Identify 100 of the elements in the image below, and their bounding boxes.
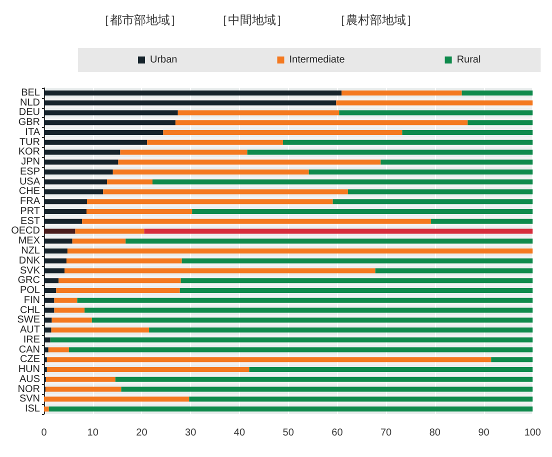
bar bbox=[44, 248, 68, 254]
x-tick-label: 100 bbox=[524, 428, 542, 438]
bar bbox=[46, 367, 250, 372]
bar bbox=[44, 160, 118, 165]
bar bbox=[44, 208, 87, 214]
y-tick-label: DNK bbox=[18, 255, 40, 266]
y-tick-label: EST bbox=[20, 216, 40, 227]
bar bbox=[44, 258, 66, 264]
bar bbox=[348, 189, 533, 194]
legend-label: Intermediate bbox=[289, 54, 346, 66]
y-tick-label: NOR bbox=[18, 384, 40, 395]
x-tick-label: 10 bbox=[87, 428, 99, 438]
bar bbox=[44, 189, 104, 194]
bar bbox=[44, 179, 108, 184]
legend-label: Urban bbox=[150, 54, 178, 66]
bar bbox=[163, 130, 402, 135]
bar bbox=[44, 140, 148, 145]
y-tick-label: SVN bbox=[19, 394, 40, 405]
bar bbox=[247, 150, 533, 155]
bar bbox=[66, 258, 182, 264]
bar bbox=[342, 90, 462, 96]
bar bbox=[178, 110, 340, 116]
bar bbox=[44, 367, 47, 372]
bar bbox=[44, 90, 342, 96]
y-tick-label: FIN bbox=[24, 294, 40, 306]
y-tick-label: MEX bbox=[18, 236, 40, 247]
x-tick-label: 80 bbox=[429, 428, 441, 438]
bar bbox=[44, 278, 59, 284]
x-tick-label: 20 bbox=[136, 428, 148, 438]
bar bbox=[44, 100, 336, 106]
bar bbox=[44, 268, 65, 274]
bar bbox=[308, 169, 533, 174]
x-tick-label: 60 bbox=[332, 428, 344, 438]
bar bbox=[58, 278, 181, 284]
y-tick-label: ESP bbox=[20, 166, 40, 178]
y-tick-label: BEL bbox=[21, 87, 40, 98]
y-tick-label: NZL bbox=[21, 246, 40, 256]
bar bbox=[332, 199, 533, 204]
bar bbox=[44, 328, 52, 333]
bar bbox=[44, 347, 48, 352]
bar bbox=[468, 120, 533, 126]
bar bbox=[44, 298, 54, 303]
bar bbox=[44, 238, 72, 244]
y-tick-label: KOR bbox=[18, 146, 40, 158]
bar bbox=[45, 386, 122, 392]
bar bbox=[189, 396, 533, 402]
x-tick-label: 0 bbox=[41, 428, 48, 438]
y-tick-label: SWE bbox=[17, 314, 40, 326]
bar bbox=[175, 120, 468, 126]
bar bbox=[180, 288, 533, 294]
bar bbox=[44, 308, 54, 313]
bar bbox=[431, 218, 533, 224]
bar bbox=[44, 318, 52, 323]
y-tick-label: DEU bbox=[18, 107, 40, 118]
y-tick-label: IRE bbox=[23, 334, 40, 346]
bar bbox=[375, 268, 533, 274]
bar bbox=[44, 199, 87, 204]
bar bbox=[75, 228, 144, 234]
y-tick-label: ITA bbox=[25, 126, 40, 138]
bar bbox=[44, 110, 178, 116]
bar bbox=[120, 150, 248, 155]
y-tick-label: HUN bbox=[18, 364, 40, 376]
x-tick-label: 50 bbox=[282, 428, 294, 438]
y-tick-label: POL bbox=[20, 285, 40, 296]
bar bbox=[402, 130, 533, 135]
bar bbox=[118, 160, 381, 165]
bar bbox=[491, 357, 533, 362]
bar bbox=[44, 406, 49, 412]
y-tick-label: CHE bbox=[18, 186, 40, 198]
x-tick-label: 70 bbox=[380, 428, 392, 438]
bar bbox=[380, 160, 533, 165]
text: ［中間地域］ bbox=[216, 13, 288, 27]
bar bbox=[56, 288, 180, 294]
y-tick-label: GBR bbox=[18, 117, 40, 128]
bar bbox=[44, 337, 50, 342]
bar bbox=[44, 120, 176, 126]
bar bbox=[112, 169, 309, 174]
bar bbox=[44, 228, 76, 234]
y-tick-label: USA bbox=[19, 176, 40, 188]
bar bbox=[51, 328, 150, 333]
bar bbox=[180, 278, 533, 284]
y-tick-label: CZE bbox=[20, 354, 40, 366]
legend-label: Rural bbox=[456, 54, 481, 66]
bar bbox=[46, 376, 116, 382]
bar bbox=[86, 208, 192, 214]
text: ［都市部地域］ bbox=[98, 13, 182, 27]
x-tick-label: 90 bbox=[478, 428, 490, 438]
bar bbox=[54, 298, 78, 303]
x-tick-label: 30 bbox=[185, 428, 197, 438]
y-tick-label: ISL bbox=[24, 404, 40, 415]
y-tick-label: AUT bbox=[20, 324, 40, 336]
y-tick-label: NLD bbox=[20, 97, 40, 108]
y-tick-label: CHL bbox=[20, 304, 40, 316]
bar bbox=[103, 189, 348, 194]
bar bbox=[54, 308, 85, 313]
bar bbox=[72, 238, 126, 244]
bar bbox=[44, 357, 47, 362]
bar bbox=[147, 140, 283, 145]
bar bbox=[44, 218, 82, 224]
bar bbox=[282, 140, 533, 145]
